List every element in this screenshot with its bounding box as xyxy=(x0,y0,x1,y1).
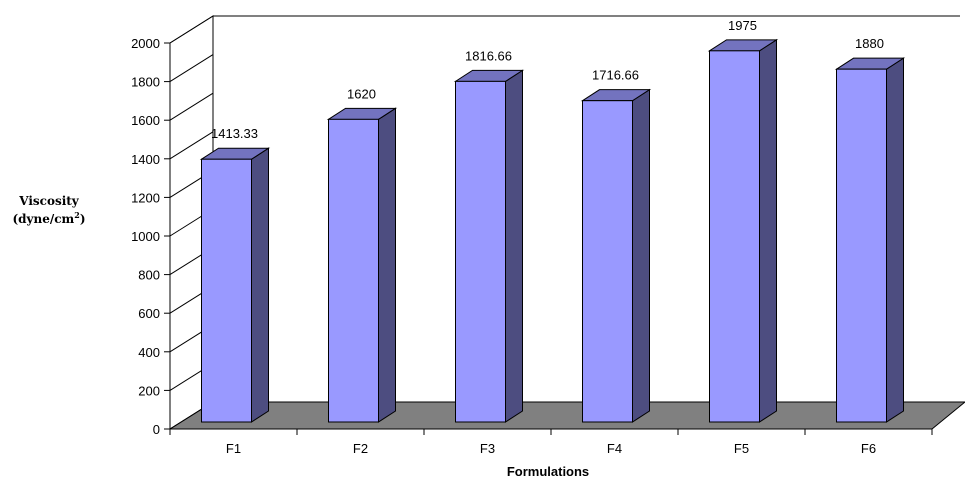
y-tick-label: 1600 xyxy=(131,113,160,128)
bar-side-face xyxy=(251,147,269,423)
bar-f1 xyxy=(199,147,271,423)
bar-side-face xyxy=(505,69,523,423)
bar-front-face xyxy=(201,158,252,423)
y-tick-label: 800 xyxy=(138,268,160,283)
bar-front-face xyxy=(836,68,887,423)
y-tick-label: 1000 xyxy=(131,229,160,244)
bar-f4 xyxy=(580,88,652,423)
y-tick-label: 600 xyxy=(138,306,160,321)
bar-side-face xyxy=(378,107,396,423)
x-tick-label: F2 xyxy=(353,441,368,456)
y-tick-label: 1200 xyxy=(131,190,160,205)
bar-series xyxy=(199,38,906,423)
bar-front-face xyxy=(328,118,379,423)
x-axis: F1 F2 F3 F4 F5 F6 xyxy=(169,428,933,456)
bar-f6 xyxy=(834,57,906,423)
x-tick-label: F3 xyxy=(480,441,495,456)
bar-front-face xyxy=(709,50,760,423)
y-axis-title-line2: (dyne/cm2) xyxy=(12,210,86,226)
bar-f2 xyxy=(326,107,398,423)
x-tick-label: F5 xyxy=(734,441,749,456)
bar-front-face xyxy=(455,80,506,423)
y-tick-label: 400 xyxy=(138,345,160,360)
y-tick-label: 1800 xyxy=(131,75,160,90)
data-labels: 1413.33 1620 1816.66 1716.66 1975 1880 xyxy=(211,18,884,141)
y-tick-depth-line xyxy=(169,54,214,83)
x-tick-label: F4 xyxy=(607,441,622,456)
bar-side-face xyxy=(632,88,650,423)
data-label: 1816.66 xyxy=(465,48,512,63)
data-label: 1880 xyxy=(855,36,884,51)
y-tick-depth-line xyxy=(169,131,214,160)
data-label: 1620 xyxy=(347,86,376,101)
y-tick-label: 1400 xyxy=(131,152,160,167)
y-tick-depth-line xyxy=(169,92,214,121)
x-axis-title: Formulations xyxy=(507,464,589,479)
y-tick-depth-line xyxy=(169,15,214,44)
bar-side-face xyxy=(759,38,777,423)
y-tick-label: 2000 xyxy=(131,36,160,51)
x-tick-label: F6 xyxy=(861,441,876,456)
data-label: 1413.33 xyxy=(211,126,258,141)
data-label: 1975 xyxy=(728,18,757,33)
y-tick-label: 200 xyxy=(138,383,160,398)
data-label: 1716.66 xyxy=(592,68,639,83)
y-tick-label: 0 xyxy=(153,422,160,437)
bar-front-face xyxy=(582,100,633,423)
y-axis-title-line1: Viscosity xyxy=(19,194,79,208)
bar-side-face xyxy=(886,57,904,423)
x-tick-label: F1 xyxy=(226,441,241,456)
bar-f3 xyxy=(453,69,525,423)
y-axis-title: Viscosity (dyne/cm2) xyxy=(0,192,98,228)
bar-f5 xyxy=(707,38,779,423)
